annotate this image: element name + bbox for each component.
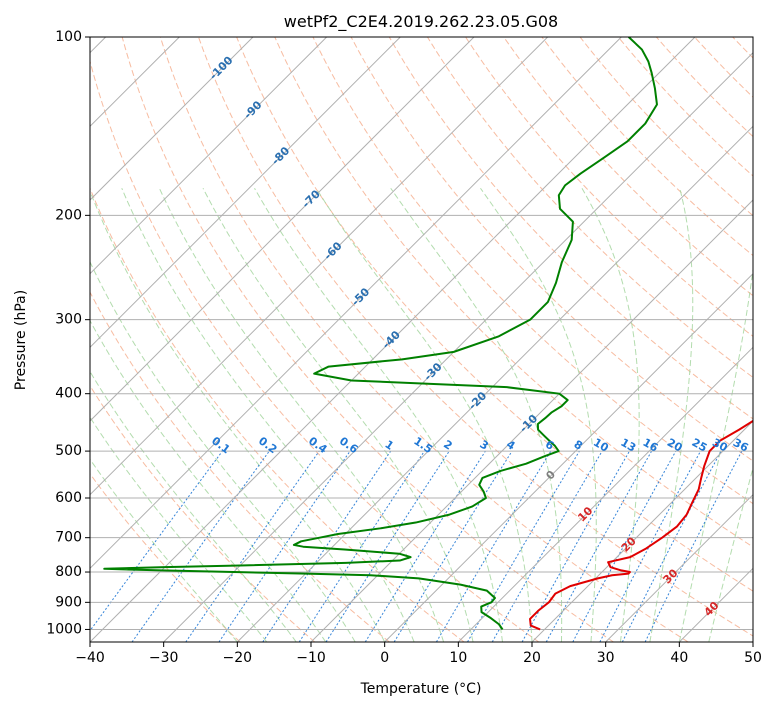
y-tick-label: 700 [55,530,82,546]
mixing-ratio-label: 25 [690,436,710,455]
isotherm-line [90,37,328,275]
x-tick-label: −40 [75,650,105,666]
dry-adiabat-line [465,37,753,337]
x-tick-label: 20 [523,650,541,666]
y-axis-ticks: 100 200 300 400 500 600 700 800 900 1000 [46,29,90,637]
dry-adiabat-line [90,59,540,642]
temperature-line [529,419,753,631]
y-tick-label: 800 [55,564,82,580]
plot-area [90,37,753,642]
isotherm-line [90,37,401,349]
mixing-ratio-line [644,450,743,642]
x-tick-label: −20 [223,650,253,666]
isotherm-line [90,37,549,496]
isotherm-line [310,199,753,642]
x-tick-label: −30 [149,650,179,666]
y-tick-label: 200 [55,207,82,223]
moist-adiabat-line [90,260,356,642]
y-tick-label: 600 [55,490,82,506]
moist-adiabat-line [390,187,563,642]
moist-adiabat-line [315,187,533,642]
x-tick-label: 40 [670,650,688,666]
moist-adiabat-line [90,458,238,642]
isotherm-line [457,346,753,642]
dry-adiabat-line [312,37,753,505]
dry-adiabat-line [90,472,241,642]
isotherm-line [531,420,753,642]
moist-adiabat-line [581,187,640,642]
isotherm-line [605,493,753,642]
x-axis-label: Temperature (°C) [360,681,482,697]
mixing-ratio-line [185,450,320,642]
dry-adiabat-line [159,37,689,642]
pressure-gridlines [90,37,753,630]
x-tick-label: −10 [296,650,326,666]
x-tick-label: 0 [380,650,389,666]
x-tick-label: 50 [744,650,762,666]
chart-title: wetPf2_C2E4.2019.262.23.05.G08 [284,12,558,32]
mixing-ratio-label: 30 [710,436,730,455]
mixing-ratio-line [218,450,351,642]
isotherm-line [90,37,254,201]
dry-adiabat-line [90,291,390,642]
y-tick-label: 100 [55,29,82,45]
mixing-ratio-line [298,450,425,642]
x-tick-label: 10 [449,650,467,666]
mixing-ratio-line [521,450,630,642]
isotherm-line [163,51,753,642]
y-tick-label: 400 [55,386,82,402]
dry-adiabat-line [90,384,316,642]
mixing-ratio-line [572,450,677,642]
mixing-ratio-line [325,450,450,642]
dewpoint-line [103,37,658,631]
moist-adiabat-line [678,265,753,642]
mixing-ratio-label: 36 [731,436,751,455]
isotherm-line [236,125,753,642]
moist-adiabat-line [90,416,268,642]
background-lines [90,37,753,642]
mixing-ratio-line [621,450,722,642]
x-axis-ticks: −40 −30 −20 −10 0 10 20 30 40 50 [75,642,762,666]
isotherm-line [90,37,696,642]
sounding-profiles [103,37,753,631]
dry-adiabat-line [503,37,753,297]
y-tick-label: 300 [55,312,82,328]
y-axis-label: Pressure (hPa) [13,290,29,390]
x-tick-label: 30 [597,650,615,666]
moist-adiabat-line [649,188,694,642]
y-tick-label: 500 [55,443,82,459]
dry-adiabat-line [274,37,753,548]
plot-frame [89,36,754,643]
dry-adiabat-line [236,37,753,592]
mixing-ratio-line [90,450,223,632]
isotherm-line [90,37,622,570]
y-tick-label: 900 [55,594,82,610]
y-tick-label: 1000 [46,621,82,637]
moist-adiabat-line [90,189,386,642]
mixing-ratio-line [545,450,653,642]
dry-adiabat-line [90,186,465,642]
dry-adiabat-line [350,37,753,462]
isotherm-line [384,272,753,642]
moist-adiabat-line [90,370,297,642]
isotherm-line [90,37,475,422]
dry-adiabat-line [388,37,753,420]
moist-adiabat-line [90,319,327,642]
dry-adiabat-line [121,37,614,642]
moist-adiabat-line [202,188,474,642]
